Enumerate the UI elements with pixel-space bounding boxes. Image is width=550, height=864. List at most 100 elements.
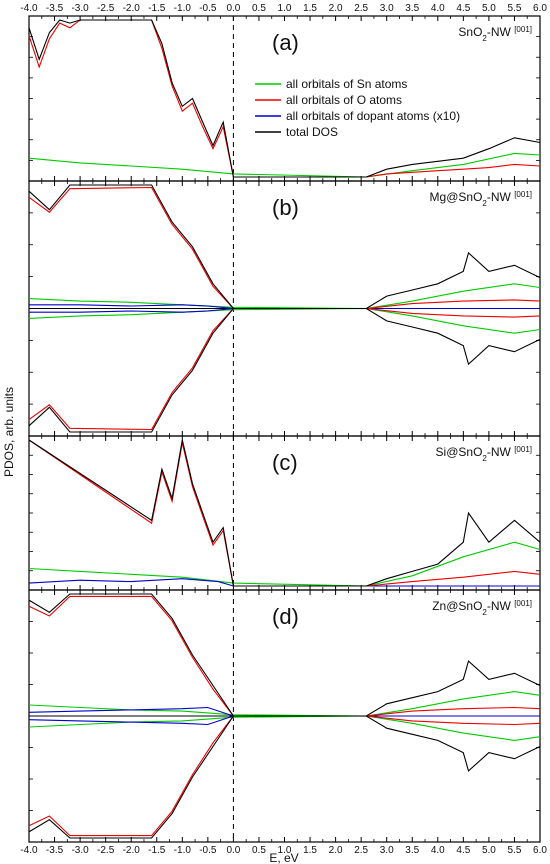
x-tick-label-bottom: 6.0 xyxy=(533,845,547,856)
panel-title-superscript: [001] xyxy=(514,190,532,199)
x-tick-label-top: 3.0 xyxy=(380,3,394,14)
x-tick-label-top: 0.5 xyxy=(252,3,266,14)
panel-letter: (c) xyxy=(272,450,298,475)
series-line-all-orbitals-of-sn-atoms xyxy=(28,541,541,587)
panel-1: (b) Mg@SnO2-NW [001] xyxy=(28,180,541,437)
series-line-all-orbitals-of-dopant-atoms-x10- xyxy=(29,307,540,313)
series-group xyxy=(28,439,541,587)
panel-title-rest: -NW xyxy=(487,445,514,459)
panel-title-main: SnO xyxy=(458,25,482,39)
series-line-total-dos xyxy=(28,19,541,178)
x-tick-label-top: -2.0 xyxy=(123,3,141,14)
x-tick-label-top: 4.0 xyxy=(431,3,445,14)
x-tick-label-top: 3.5 xyxy=(405,3,419,14)
legend-label: all orbitals of dopant atoms (x10) xyxy=(286,109,460,123)
x-tick-label-bottom: 3.0 xyxy=(380,845,394,856)
panel-title-superscript: [001] xyxy=(514,445,532,454)
x-tick-label-top: -4.0 xyxy=(20,3,38,14)
x-tick-label-bottom: 4.0 xyxy=(431,845,445,856)
panel-title: Si@SnO2-NW [001] xyxy=(436,445,532,463)
x-tick-label-bottom: -2.0 xyxy=(123,845,141,856)
x-tick-label-bottom: 5.0 xyxy=(482,845,496,856)
panel-ticks xyxy=(28,181,541,436)
x-tick-label-bottom: 0.0 xyxy=(226,845,240,856)
series-line-all-orbitals-of-o-atoms xyxy=(28,595,541,717)
series-line-all-orbitals-of-o-atoms xyxy=(28,19,541,178)
x-tick-label-bottom: 1.0 xyxy=(278,845,292,856)
x-tick-label-bottom: 3.5 xyxy=(405,845,419,856)
panel-title-subscript: 2 xyxy=(482,199,487,208)
x-tick-label-top: 1.5 xyxy=(303,3,317,14)
x-tick-label-top: 6.0 xyxy=(533,3,547,14)
y-axis-label: PDOS, arb. units xyxy=(2,387,16,477)
x-tick-label-bottom: -1.0 xyxy=(174,845,192,856)
panel-title-main: Zn@SnO xyxy=(432,599,482,613)
series-group xyxy=(28,593,541,839)
series-group xyxy=(28,184,541,433)
x-tick-label-bottom: -3.0 xyxy=(71,845,89,856)
series-line-all-orbitals-of-sn-atoms xyxy=(28,691,541,717)
panels-layer: (a) SnO2-NW [001](b) Mg@SnO2-NW [001](c) Si… xyxy=(28,15,541,843)
panel-ticks xyxy=(28,436,541,590)
series-line-total-dos xyxy=(28,439,541,587)
x-tick-label-bottom: -2.5 xyxy=(97,845,115,856)
x-tick-label-bottom: -4.0 xyxy=(20,845,38,856)
top-tick-labels: -4.0 -3.5 -3.0 -2.5 -2.0 -1.5 -1.0 -0.5 0.0 0.5 1.… xyxy=(20,3,547,14)
x-tick-label-top: 4.5 xyxy=(456,3,470,14)
series-line-all-orbitals-of-sn-atoms xyxy=(28,715,541,741)
panel-title-superscript: [001] xyxy=(514,25,532,34)
x-tick-label-bottom: -1.5 xyxy=(148,845,166,856)
series-line-all-orbitals-of-o-atoms xyxy=(28,307,541,431)
panel-3: (d) Zn@SnO2-NW [001] xyxy=(28,589,541,843)
legend-label: total DOS xyxy=(286,125,338,139)
panel-letter: (b) xyxy=(272,195,299,220)
series-line-all-orbitals-of-o-atoms xyxy=(28,439,541,587)
x-tick-label-top: 2.5 xyxy=(354,3,368,14)
x-tick-label-bottom: 4.5 xyxy=(456,845,470,856)
panel-title-superscript: [001] xyxy=(514,599,532,608)
panel-title-subscript: 2 xyxy=(482,608,487,617)
x-tick-label-top: -3.5 xyxy=(46,3,64,14)
x-axis-label: E, eV xyxy=(269,851,298,864)
panel-title-subscript: 2 xyxy=(482,454,487,463)
panel-title-main: Mg@SnO xyxy=(430,190,483,204)
series-line-total-dos xyxy=(28,307,541,433)
legend: all orbitals of Sn atoms all orbitals of … xyxy=(255,77,460,139)
panel-title-rest: -NW xyxy=(487,25,514,39)
panel-2: (c) Si@SnO2-NW [001] xyxy=(28,435,541,591)
panel-letter: (a) xyxy=(272,30,299,55)
x-tick-label-bottom: 5.5 xyxy=(507,845,521,856)
series-line-all-orbitals-of-o-atoms xyxy=(28,186,541,310)
x-tick-label-top: 2.0 xyxy=(329,3,343,14)
x-tick-label-top: -2.5 xyxy=(97,3,115,14)
bottom-tick-labels: -4.0 -3.5 -3.0 -2.5 -2.0 -1.5 -1.0 -0.5 0.0 0.5 1.… xyxy=(20,845,547,856)
panel-title: SnO2-NW [001] xyxy=(458,25,532,43)
x-tick-label-bottom: 0.5 xyxy=(252,845,266,856)
x-tick-label-top: -1.0 xyxy=(174,3,192,14)
series-line-total-dos xyxy=(28,715,541,839)
panel-title-rest: -NW xyxy=(487,190,514,204)
panel-title-rest: -NW xyxy=(487,599,514,613)
series-line-all-orbitals-of-dopant-atoms-x10- xyxy=(28,578,540,587)
series-line-all-orbitals-of-sn-atoms xyxy=(28,152,541,178)
x-tick-label-top: 5.0 xyxy=(482,3,496,14)
x-tick-label-bottom: -0.5 xyxy=(199,845,217,856)
panel-title-main: Si@SnO xyxy=(436,445,483,459)
x-tick-label-bottom: 2.5 xyxy=(354,845,368,856)
series-line-all-orbitals-of-sn-atoms xyxy=(28,283,541,310)
panel-title-subscript: 2 xyxy=(482,34,487,43)
x-tick-label-top: -3.0 xyxy=(71,3,89,14)
x-tick-label-bottom: 2.0 xyxy=(329,845,343,856)
series-line-all-orbitals-of-sn-atoms xyxy=(28,307,541,334)
x-tick-label-top: -1.5 xyxy=(148,3,166,14)
x-tick-label-top: 1.0 xyxy=(278,3,292,14)
panel-title: Zn@SnO2-NW [001] xyxy=(432,599,532,617)
panel-0: (a) SnO2-NW [001] xyxy=(28,15,541,182)
x-tick-label-bottom: -3.5 xyxy=(46,845,64,856)
x-tick-label-bottom: 1.5 xyxy=(303,845,317,856)
legend-label: all orbitals of O atoms xyxy=(286,93,402,107)
x-tick-label-top: 5.5 xyxy=(507,3,521,14)
x-tick-label-top: 0.0 xyxy=(226,3,240,14)
series-line-all-orbitals-of-o-atoms xyxy=(28,715,541,837)
